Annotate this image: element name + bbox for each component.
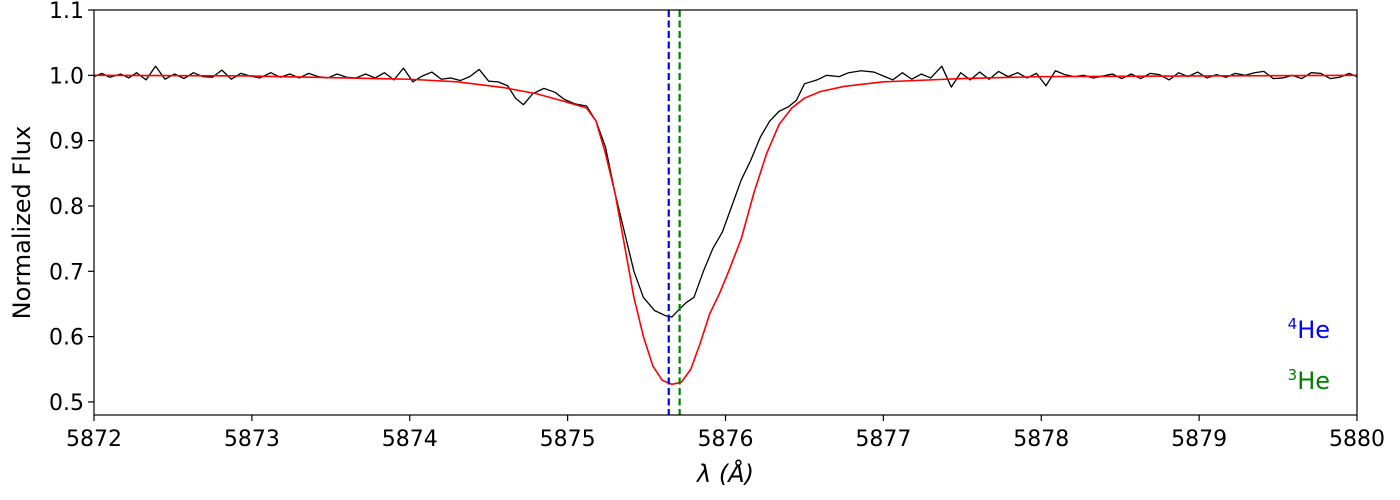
x-tick-label: 5879 bbox=[1171, 427, 1227, 452]
y-tick-label: 0.5 bbox=[49, 391, 84, 416]
plot-frame bbox=[93, 9, 1358, 416]
x-tick-label: 5880 bbox=[1329, 427, 1385, 452]
legend-he3-sup: 3 bbox=[1288, 366, 1298, 384]
x-tick-label: 5872 bbox=[66, 427, 122, 452]
legend-entry-he4: 4He bbox=[1288, 315, 1330, 344]
x-tick-label: 5877 bbox=[855, 427, 911, 452]
reference-lines bbox=[667, 10, 681, 415]
y-tick-label: 0.7 bbox=[49, 260, 84, 285]
y-tick-label: 1.0 bbox=[49, 64, 84, 89]
y-tick-label: 1.1 bbox=[49, 0, 84, 24]
legend-he4-sup: 4 bbox=[1288, 315, 1298, 333]
y-tick-label: 0.6 bbox=[49, 326, 84, 351]
y-axis-label: Normalized Flux bbox=[8, 126, 36, 320]
x-axis-label: λ (Å) bbox=[695, 459, 754, 488]
series-line-model bbox=[93, 74, 1358, 386]
x-tick-label: 5878 bbox=[1013, 427, 1069, 452]
legend-entry-he3: 3He bbox=[1288, 366, 1330, 395]
x-tick-label: 5875 bbox=[540, 427, 596, 452]
legend-he3-text: He bbox=[1297, 367, 1330, 395]
x-tick-label: 5876 bbox=[698, 427, 754, 452]
y-axis-ticks: 0.5 0.6 0.7 0.8 0.9 1.0 1.1 bbox=[49, 0, 94, 416]
legend: 4He 3He bbox=[1288, 315, 1330, 395]
series-layer bbox=[93, 65, 1358, 386]
x-axis-ticks: 5872 5873 5874 5875 5876 5877 5878 5879 5880 bbox=[66, 415, 1385, 452]
legend-he4-text: He bbox=[1297, 316, 1330, 344]
y-tick-label: 0.8 bbox=[49, 195, 84, 220]
x-tick-label: 5874 bbox=[382, 427, 438, 452]
y-tick-label: 0.9 bbox=[49, 130, 84, 155]
x-tick-label: 5873 bbox=[224, 427, 280, 452]
